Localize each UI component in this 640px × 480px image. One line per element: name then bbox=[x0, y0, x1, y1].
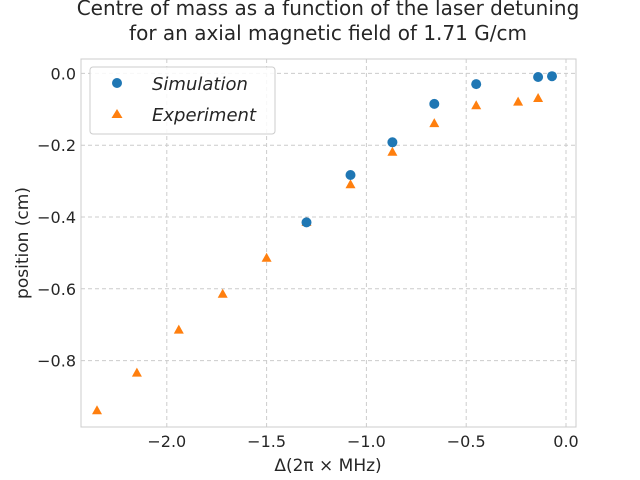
legend-simulation-marker bbox=[112, 78, 122, 88]
simulation-point bbox=[471, 79, 482, 90]
experiment-point bbox=[387, 146, 398, 156]
y-tick-label: −0.2 bbox=[37, 136, 76, 155]
experiment-point bbox=[513, 96, 524, 106]
y-tick-label: −0.6 bbox=[37, 280, 76, 299]
simulation-point bbox=[547, 71, 557, 82]
grid-lines bbox=[81, 59, 576, 427]
simulation-point bbox=[345, 170, 356, 180]
tick-labels: −2.0 −1.5 −1.0 −0.5 0.0 0.0 −0.2 −0.4 −0.6 −0.8 bbox=[37, 64, 579, 451]
x-tick-label: −1.0 bbox=[347, 432, 386, 451]
simulation-point bbox=[387, 137, 398, 148]
experiment-point bbox=[92, 405, 102, 415]
legend: Simulation Experiment bbox=[89, 66, 276, 135]
x-tick-label: 0.0 bbox=[553, 432, 578, 451]
experiment-point bbox=[345, 179, 356, 189]
y-axis-label: position (cm) bbox=[13, 187, 33, 299]
simulation-point bbox=[429, 98, 440, 109]
experiment-point bbox=[533, 93, 544, 102]
y-tick-label: −0.4 bbox=[37, 208, 76, 227]
legend-experiment-marker bbox=[111, 109, 123, 118]
experiment-point bbox=[261, 252, 272, 262]
x-tick-label: −2.0 bbox=[147, 432, 186, 451]
legend-simulation-label: Simulation bbox=[152, 74, 248, 95]
experiment-point bbox=[429, 118, 440, 128]
data-points bbox=[92, 71, 557, 415]
plot-frame bbox=[80, 58, 577, 428]
legend-box bbox=[89, 66, 276, 135]
experiment-point bbox=[217, 288, 228, 298]
simulation-point bbox=[301, 217, 312, 228]
y-tick-label: −0.8 bbox=[37, 352, 76, 371]
x-axis-label: Δ(2π × MHz) bbox=[274, 456, 381, 476]
legend-experiment-label: Experiment bbox=[152, 105, 257, 126]
experiment-point bbox=[131, 367, 142, 377]
x-tick-label: −0.5 bbox=[447, 432, 486, 451]
simulation-point bbox=[533, 72, 544, 82]
experiment-point bbox=[173, 324, 184, 334]
chart-title-line-2: for an axial magnetic field of 1.71 G/cm bbox=[129, 21, 527, 45]
experiment-point bbox=[471, 100, 482, 110]
x-tick-label: −1.5 bbox=[247, 432, 286, 451]
chart-title-line-1: Centre of mass as a function of the lase… bbox=[77, 0, 580, 20]
y-tick-label: 0.0 bbox=[51, 64, 76, 83]
